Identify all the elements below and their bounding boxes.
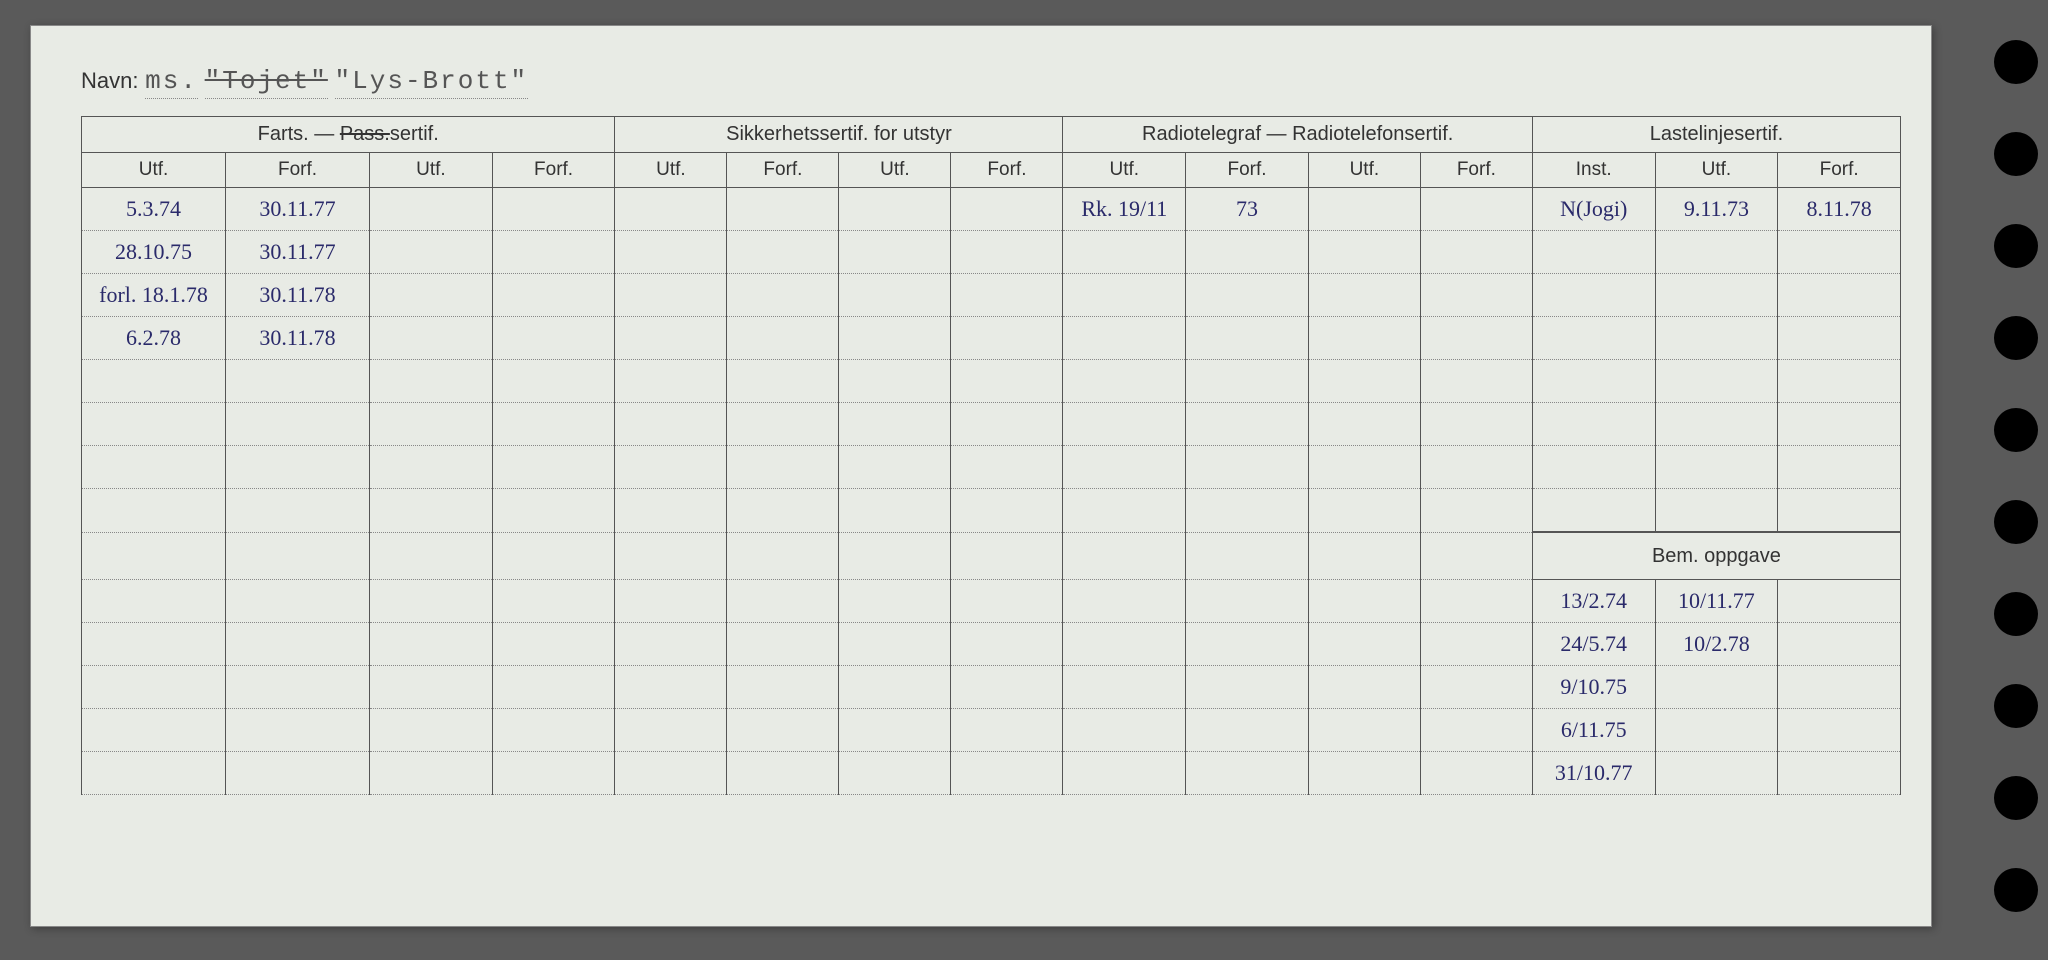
cell xyxy=(727,188,839,231)
cell xyxy=(1420,188,1532,231)
cell xyxy=(1308,188,1420,231)
cell: N(Jogi) xyxy=(1532,188,1655,231)
col-forf-2: Forf. xyxy=(492,153,615,188)
col-utf-6: Utf. xyxy=(1308,153,1420,188)
navn-prefix: ms. xyxy=(145,66,198,99)
table-row: 9/10.75 xyxy=(82,666,1901,709)
cell: 28.10.75 xyxy=(82,231,226,274)
bem-cell: 10/11.77 xyxy=(1655,580,1778,623)
cell: 30.11.78 xyxy=(226,317,370,360)
hole-icon xyxy=(1994,316,2038,360)
bem-cell: 9/10.75 xyxy=(1532,666,1655,709)
cell xyxy=(615,188,727,231)
col-forf-3: Forf. xyxy=(727,153,839,188)
cell: 73 xyxy=(1186,188,1309,231)
group-laste: Lastelinjesertif. xyxy=(1532,117,1900,153)
table-row xyxy=(82,446,1901,489)
hole-icon xyxy=(1994,776,2038,820)
farts-pre: Farts. — xyxy=(258,123,340,145)
hole-icon xyxy=(1994,40,2038,84)
col-forf-7: Forf. xyxy=(1778,153,1901,188)
bem-cell: 10/2.78 xyxy=(1655,623,1778,666)
bem-cell: 13/2.74 xyxy=(1532,580,1655,623)
hole-icon xyxy=(1994,224,2038,268)
bem-oppgave-header: Bem. oppgave xyxy=(1532,532,1900,580)
col-utf-7: Utf. xyxy=(1655,153,1778,188)
table-row: 6.2.78 30.11.78 xyxy=(82,317,1901,360)
cell: 30.11.78 xyxy=(226,274,370,317)
group-radio: Radiotelegraf — Radiotelefonsertif. xyxy=(1063,117,1532,153)
group-sikkerhet: Sikkerhetssertif. for utstyr xyxy=(615,117,1063,153)
col-utf-4: Utf. xyxy=(839,153,951,188)
farts-suffix: sertif. xyxy=(390,123,439,145)
table-row: 6/11.75 xyxy=(82,709,1901,752)
col-forf-4: Forf. xyxy=(951,153,1063,188)
col-utf-1: Utf. xyxy=(82,153,226,188)
table-row xyxy=(82,403,1901,446)
bem-cell xyxy=(1655,709,1778,752)
table-row: forl. 18.1.78 30.11.78 xyxy=(82,274,1901,317)
document-card: Navn: ms. "Tojet" "Lys-Brott" Farts. — P… xyxy=(30,25,1932,927)
table-row: 13/2.74 10/11.77 xyxy=(82,580,1901,623)
hole-icon xyxy=(1994,132,2038,176)
bem-cell xyxy=(1655,666,1778,709)
binder-holes xyxy=(1994,40,2038,960)
bem-cell xyxy=(1655,752,1778,795)
cell: 5.3.74 xyxy=(82,188,226,231)
table-row xyxy=(82,360,1901,403)
navn-label: Navn: xyxy=(81,68,138,93)
hole-icon xyxy=(1994,868,2038,912)
hole-icon xyxy=(1994,408,2038,452)
col-forf-1: Forf. xyxy=(226,153,370,188)
cell: Rk. 19/11 xyxy=(1063,188,1186,231)
col-utf-3: Utf. xyxy=(615,153,727,188)
cell: 9.11.73 xyxy=(1655,188,1778,231)
table-row: 28.10.75 30.11.77 xyxy=(82,231,1901,274)
col-utf-5: Utf. xyxy=(1063,153,1186,188)
cell: forl. 18.1.78 xyxy=(82,274,226,317)
col-utf-2: Utf. xyxy=(370,153,493,188)
farts-pass-strike: Pass. xyxy=(340,123,390,145)
hole-icon xyxy=(1994,684,2038,728)
cell xyxy=(839,188,951,231)
group-farts: Farts. — Pass.sertif. xyxy=(82,117,615,153)
cell: 6.2.78 xyxy=(82,317,226,360)
table-row: 31/10.77 xyxy=(82,752,1901,795)
navn-row: Navn: ms. "Tojet" "Lys-Brott" xyxy=(81,66,528,96)
cell: 30.11.77 xyxy=(226,231,370,274)
navn-strike: "Tojet" xyxy=(205,66,328,99)
table-row xyxy=(82,489,1901,533)
cell: 8.11.78 xyxy=(1778,188,1901,231)
table-row: 24/5.74 10/2.78 xyxy=(82,623,1901,666)
group-header-row: Farts. — Pass.sertif. Sikkerhetssertif. … xyxy=(82,117,1901,153)
cell: 30.11.77 xyxy=(226,188,370,231)
bem-cell: 6/11.75 xyxy=(1532,709,1655,752)
navn-name: "Lys-Brott" xyxy=(335,66,529,99)
hole-icon xyxy=(1994,500,2038,544)
col-forf-6: Forf. xyxy=(1420,153,1532,188)
certificate-table: Farts. — Pass.sertif. Sikkerhetssertif. … xyxy=(81,116,1901,795)
sub-header-row: Utf. Forf. Utf. Forf. Utf. Forf. Utf. Fo… xyxy=(82,153,1901,188)
col-forf-5: Forf. xyxy=(1186,153,1309,188)
col-inst: Inst. xyxy=(1532,153,1655,188)
table-row: Bem. oppgave xyxy=(82,532,1901,580)
cell xyxy=(370,188,493,231)
cell xyxy=(492,188,615,231)
cell xyxy=(951,188,1063,231)
table-row: 5.3.74 30.11.77 Rk. 19/11 73 N(Jogi) 9.1… xyxy=(82,188,1901,231)
bem-cell: 31/10.77 xyxy=(1532,752,1655,795)
bem-cell: 24/5.74 xyxy=(1532,623,1655,666)
hole-icon xyxy=(1994,592,2038,636)
